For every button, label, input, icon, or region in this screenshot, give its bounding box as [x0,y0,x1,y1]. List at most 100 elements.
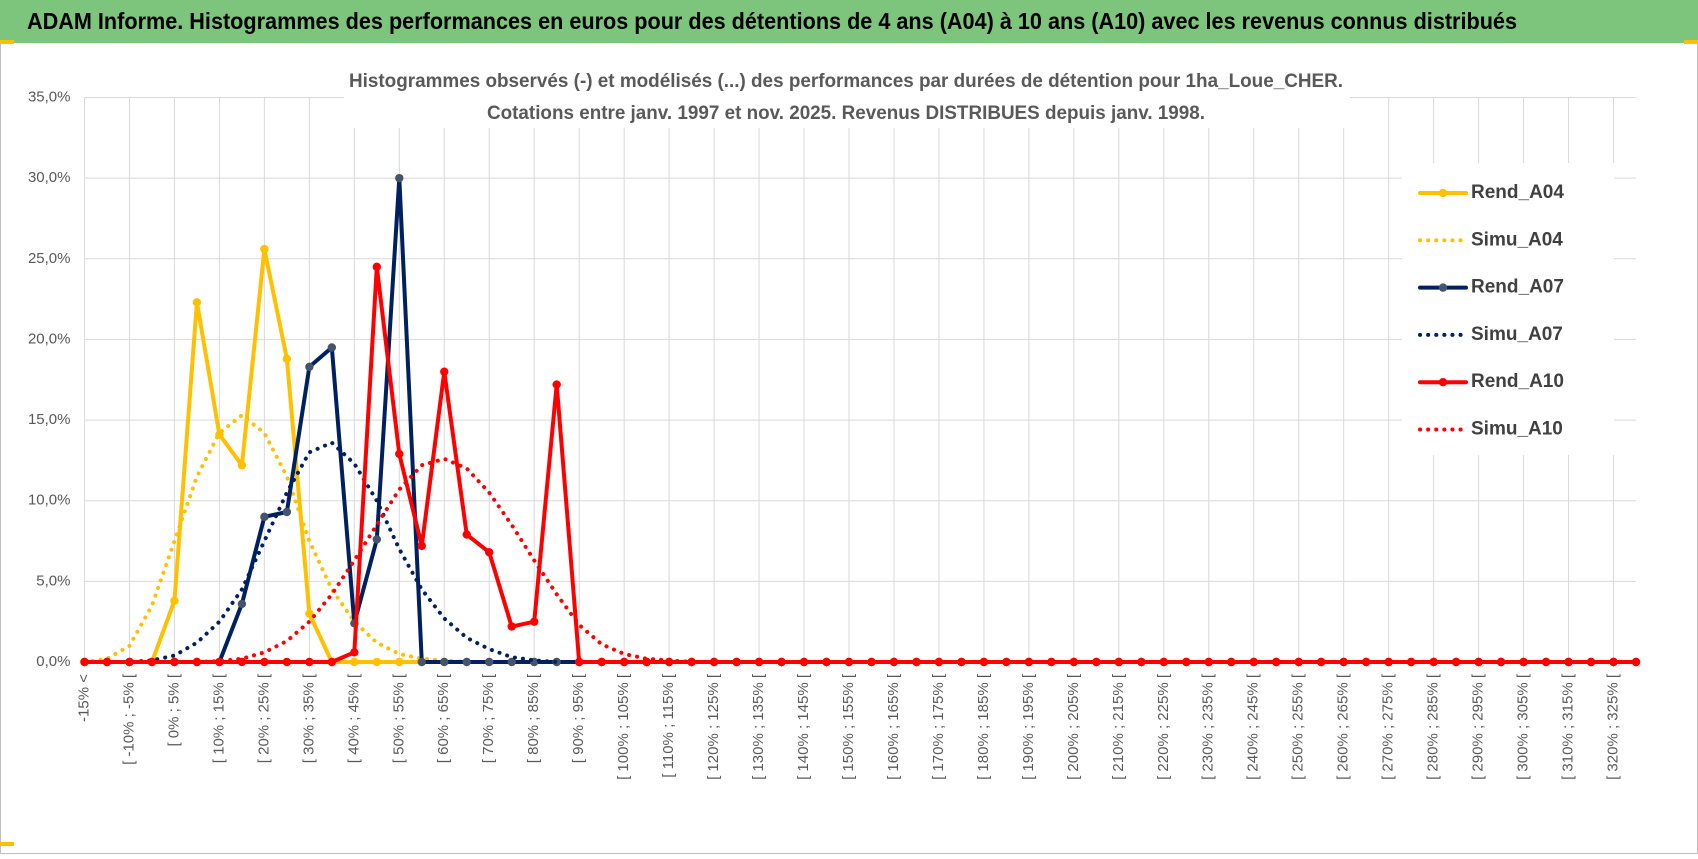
y-tick-label: 10,0% [28,492,71,509]
marker [1024,657,1034,667]
legend: Rend_A04 Simu_A04 Rend_A07 Simu_A07 Rend_A10… [1402,163,1614,455]
marker [1002,657,1011,667]
x-tick-label: [ 190% ; 195% [ [1020,673,1037,780]
marker [934,657,944,667]
marker [1406,657,1416,667]
marker [327,657,337,667]
marker [574,657,584,667]
marker [507,622,516,631]
marker [372,262,382,272]
x-tick-label: [ 270% ; 275% [ [1380,673,1397,780]
x-tick-label: [ 80% ; 85% [ [525,673,542,763]
x-tick-label: [ 230% ; 235% [ [1200,673,1217,780]
marker [282,354,292,363]
x-tick-label: [ 180% ; 185% [ [975,673,992,780]
x-tick-label: [ 250% ; 255% [ [1290,673,1307,780]
x-tick-label: [ 40% ; 45% [ [345,673,362,763]
marker [350,648,359,657]
y-tick-label: 0,0% [36,653,70,670]
x-tick-label: [ 170% ; 175% [ [930,673,947,780]
y-tick-label: 15,0% [28,411,71,428]
marker [552,380,561,389]
x-tick-label: [ 220% ; 225% [ [1155,673,1172,780]
marker [125,657,134,667]
marker [372,535,382,544]
legend-label: Simu_A10 [1471,419,1563,440]
x-tick-label: [ 240% ; 245% [ [1245,673,1262,780]
marker [395,173,404,183]
legend-label: Simu_A07 [1471,324,1563,345]
marker [327,343,337,352]
marker [1541,657,1551,667]
marker [395,449,404,459]
marker [1317,657,1326,667]
x-tick-label: [ 130% ; 135% [ [750,673,767,780]
x-tick-label: [ 50% ; 55% [ [390,673,407,763]
x-tick-label: [ 290% ; 295% [ [1470,673,1487,780]
x-tick-label: [ 310% ; 315% [ [1560,673,1577,780]
marker [822,657,831,667]
dotted-line [82,413,1638,664]
y-tick-label: 5,0% [36,572,70,589]
marker [305,609,314,618]
marker [485,548,494,557]
marker [282,657,292,667]
marker [1429,657,1438,667]
chart-subtitle: Cotations entre janv. 1997 et nov. 2025.… [487,103,1205,124]
legend-box [1402,163,1614,455]
marker [485,657,494,667]
marker [1092,657,1101,667]
marker [1227,657,1236,667]
marker [619,657,629,667]
marker [440,657,449,667]
y-tick-label: 20,0% [28,330,71,347]
y-tick-label: 25,0% [28,250,71,267]
marker [260,657,269,667]
x-tick-label: [ 110% ; 115% [ [660,673,677,778]
marker [709,657,719,667]
marker [1204,657,1213,667]
plot-area: -15% < [ -10% ; -5% [[ 0% ; 5% [[ 10% ; 1… [28,88,1641,780]
marker [1294,657,1303,667]
marker [462,657,471,667]
marker [1339,657,1348,667]
marker [440,367,449,376]
marker [170,596,179,605]
marker [530,617,539,626]
x-tick-label: [ 200% ; 205% [ [1065,673,1082,780]
x-tick-label: [ 140% ; 145% [ [795,673,812,780]
marker [1496,657,1506,667]
x-tick-label: [ 60% ; 65% [ [435,673,452,763]
x-tick-label: [ 100% ; 105% [ [615,673,632,780]
marker [799,657,809,667]
legend-label: Simu_A04 [1471,229,1563,250]
title-background [344,66,1350,128]
header-band [0,0,1698,43]
marker [395,657,404,667]
x-tick-label: [ 30% ; 35% [ [300,673,317,763]
corner-mark [1684,40,1698,44]
marker [1114,657,1124,667]
x-tick-label: [ 10% ; 15% [ [210,673,227,763]
marker [1137,657,1146,667]
marker [350,657,359,667]
x-tick-label: [ 320% ; 325% [ [1604,673,1621,780]
legend-marker [1438,378,1448,387]
corner-mark [0,40,14,44]
x-tick-label: [ 0% ; 5% [ [165,673,182,746]
x-tick-label: [ 70% ; 75% [ [480,673,497,763]
marker [260,512,269,522]
x-tick-label: [ 260% ; 265% [ [1335,673,1352,780]
marker [417,657,426,667]
marker [305,362,314,372]
marker [237,599,247,609]
x-tick-label: [ 280% ; 285% [ [1425,673,1442,780]
marker [912,657,921,667]
legend-label: Rend_A04 [1471,182,1564,203]
y-tick-label: 35,0% [28,88,71,105]
x-tick-label: [ 20% ; 25% [ [255,673,272,763]
marker [417,541,426,551]
x-tick-label: [ -10% ; -5% [ [120,673,137,765]
